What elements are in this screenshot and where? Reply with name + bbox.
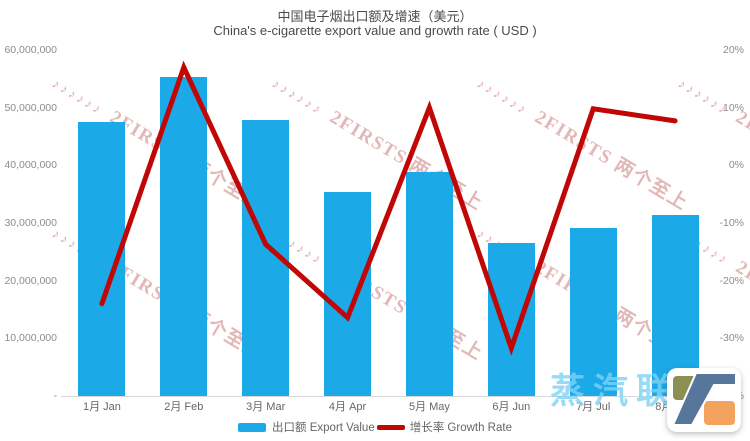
legend-item-export-value[interactable]: 出口额 Export Value: [272, 422, 375, 434]
plot-area: [61, 50, 716, 396]
left-axis-tick: -: [53, 390, 58, 402]
legend-bar-swatch-icon: [238, 422, 267, 432]
left-axis-tick: 50,000,000: [4, 101, 57, 114]
export-value-bar[interactable]: [651, 214, 699, 396]
right-axis-tick: 20%: [722, 44, 744, 56]
left-axis-tick: 20,000,000: [4, 274, 57, 287]
export-value-bar[interactable]: [160, 76, 208, 396]
logo-slate-z-shape: [671, 372, 737, 426]
logo-orange-square: [704, 401, 735, 425]
right-axis-tick: 0%: [728, 159, 744, 172]
left-axis-tick: 40,000,000: [4, 159, 57, 172]
legend-item-growth-rate[interactable]: 增长率 Growth Rate: [409, 422, 512, 434]
brand-logo: [667, 368, 741, 432]
left-axis-tick: 30,000,000: [4, 217, 57, 229]
left-axis-tick: 10,000,000: [4, 332, 57, 345]
x-axis-label: 1月 Jan: [82, 401, 121, 413]
x-axis-label: 3月 Mar: [246, 401, 286, 413]
legend-line-swatch-icon: [376, 424, 405, 430]
chart-legend: 出口额 Export Value 增长率 Growth Rate: [0, 420, 750, 434]
growth-rate-line[interactable]: [99, 60, 678, 356]
export-value-bar[interactable]: [405, 172, 453, 396]
x-axis-label: 6月 Jun: [492, 401, 531, 413]
watermark-brand-text: 2FIRSTS 两个至上: [732, 256, 750, 365]
chart-title: 中国电子烟出口额及增速（美元）: [277, 9, 473, 24]
right-axis-tick: -30%: [719, 332, 744, 345]
export-value-bar[interactable]: [569, 228, 617, 396]
right-axis-tick: -10%: [719, 217, 744, 229]
left-axis-tick: 60,000,000: [4, 44, 57, 56]
right-axis-tick: 10%: [722, 101, 744, 114]
x-axis-line: [61, 396, 716, 397]
chart-subtitle: China's e-cigarette export value and gro…: [213, 23, 537, 38]
export-value-bar[interactable]: [324, 192, 372, 396]
x-axis-label: 5月 May: [408, 401, 450, 413]
x-axis-label: 4月 Apr: [328, 401, 367, 413]
export-value-bar[interactable]: [487, 243, 535, 396]
right-axis-tick: -20%: [719, 274, 744, 287]
x-axis-label: 7月 Jul: [576, 401, 611, 413]
x-axis-label: 2月 Feb: [164, 401, 204, 413]
